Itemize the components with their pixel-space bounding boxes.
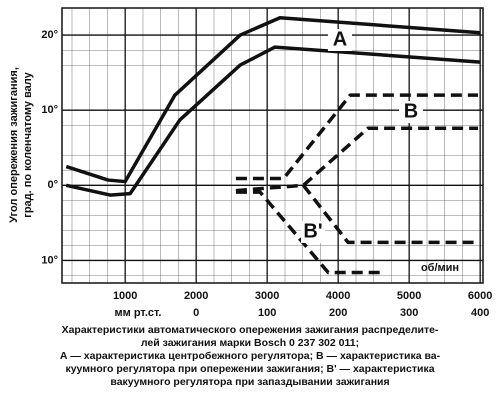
label-bg	[301, 221, 325, 243]
x-tick-label: 6000	[468, 290, 492, 302]
x2-label: мм рт.ст.	[115, 307, 162, 319]
caption: куумного регулятора при опережении зажиг…	[65, 363, 434, 375]
series-line	[235, 126, 479, 193]
series-line	[235, 93, 479, 181]
x-unit: об/мин	[421, 262, 459, 274]
series-line	[235, 190, 383, 275]
x-tick-label: 3000	[255, 290, 279, 302]
label-bg	[399, 101, 423, 123]
y-tick-label: 20°	[41, 29, 58, 41]
label-bg	[328, 29, 352, 51]
caption: А — характеристика центробежного регулят…	[60, 350, 441, 362]
x-tick-label: 1000	[113, 290, 137, 302]
caption: вакуумного регулятора при запаздывании з…	[110, 376, 389, 388]
caption: Характеристики автоматического опережени…	[62, 324, 439, 336]
x2-tick-label: 200	[329, 307, 347, 319]
x-tick-label: 4000	[326, 290, 350, 302]
x-tick-label: 5000	[397, 290, 421, 302]
x2-tick-label: 100	[258, 307, 276, 319]
plot-area	[61, 7, 484, 284]
y-tick-label: 0°	[47, 179, 58, 191]
y-tick-label: 10°	[41, 104, 58, 116]
series-line	[302, 184, 479, 245]
y-tick-label: 10°	[41, 254, 58, 266]
x2-tick-label: 0	[193, 307, 199, 319]
series-label: B'	[303, 220, 322, 242]
y-label: Угол опережения зажигания,	[8, 67, 20, 223]
series-label: B	[404, 100, 418, 122]
series-label: A	[333, 28, 347, 50]
x2-tick-label: 400	[471, 307, 489, 319]
x-tick-label: 2000	[184, 290, 208, 302]
y-label: град. по коленчатому валу	[22, 71, 34, 217]
series-line	[65, 45, 481, 197]
series-line	[65, 16, 481, 184]
caption: лей зажигания марки Bosch 0 237 302 011;	[141, 337, 359, 349]
x2-tick-label: 300	[400, 307, 418, 319]
